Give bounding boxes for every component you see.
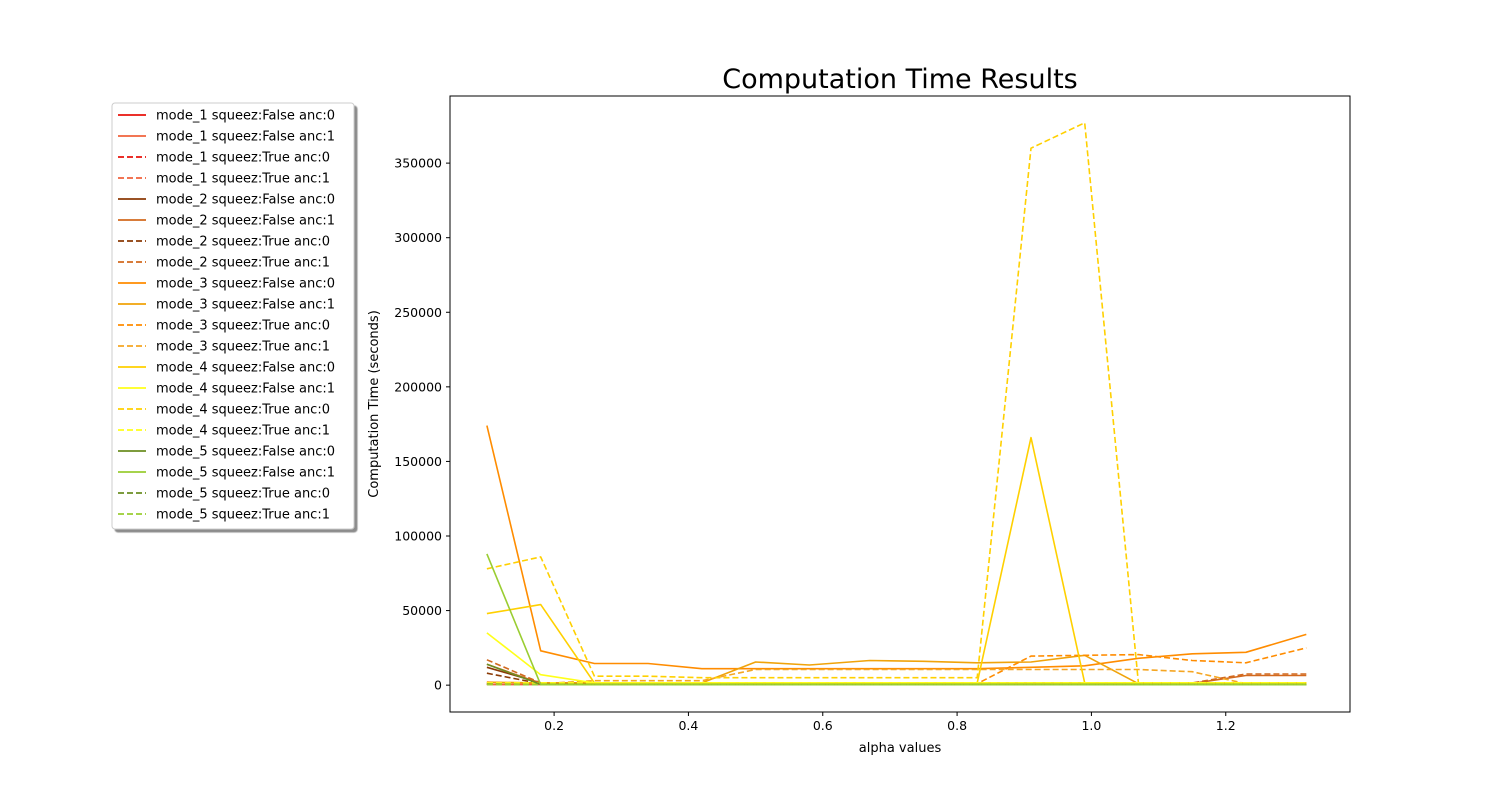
x-tick-label: 1.2 [1216,718,1236,733]
legend-label: mode_2 squeez:False anc:1 [156,214,335,229]
legend-label: mode_1 squeez:True anc:0 [156,151,330,166]
y-axis: 0 50000 100000 150000 200000 250000 300000 3500… [394,156,450,693]
legend-label: mode_5 squeez:False anc:0 [156,445,335,460]
legend-label: mode_3 squeez:True anc:0 [156,319,330,334]
legend-label: mode_5 squeez:False anc:1 [156,466,335,481]
legend-label: mode_4 squeez:True anc:0 [156,403,330,418]
y-tick-label: 150000 [394,454,442,469]
legend-label: mode_3 squeez:False anc:0 [156,277,335,292]
x-tick-label: 0.2 [544,718,564,733]
x-axis: 0.2 0.4 0.6 0.8 1.0 1.2 [544,712,1236,733]
plot-background [450,96,1350,712]
legend: mode_1 squeez:False anc:0 mode_1 squeez:F… [111,102,355,530]
legend-label: mode_4 squeez:True anc:1 [156,424,330,439]
legend-label: mode_4 squeez:False anc:0 [156,361,335,376]
legend-label: mode_1 squeez:True anc:1 [156,172,330,187]
legend-label: mode_2 squeez:True anc:1 [156,256,330,271]
legend-label: mode_5 squeez:True anc:0 [156,487,330,502]
y-tick-label: 100000 [394,529,442,544]
y-tick-label: 0 [434,678,442,693]
legend-box [111,102,355,530]
x-tick-label: 0.4 [678,718,698,733]
legend-items: mode_1 squeez:False anc:0 mode_1 squeez:F… [118,109,335,523]
legend-label: mode_2 squeez:False anc:0 [156,193,335,208]
legend-label: mode_5 squeez:True anc:1 [156,508,330,523]
legend-label: mode_4 squeez:False anc:1 [156,382,335,397]
y-tick-label: 200000 [394,379,442,394]
x-axis-label: alpha values [859,741,942,756]
x-tick-label: 0.8 [947,718,967,733]
x-tick-label: 0.6 [813,718,833,733]
chart-title: Computation Time Results [722,64,1078,95]
y-axis-label: Computation Time (seconds) [367,310,382,498]
legend-label: mode_1 squeez:False anc:0 [156,109,335,124]
y-tick-label: 250000 [394,305,442,320]
series-line [486,668,1307,685]
series-layer [486,122,1307,686]
legend-label: mode_3 squeez:False anc:1 [156,298,335,313]
y-tick-label: 350000 [394,156,442,171]
plot-frame [449,95,1351,713]
legend-label: mode_3 squeez:True anc:1 [156,340,330,355]
y-tick-label: 300000 [394,230,442,245]
legend-label: mode_1 squeez:False anc:1 [156,130,335,145]
y-tick-label: 50000 [402,603,442,618]
x-tick-label: 1.0 [1081,718,1101,733]
plot-area [449,95,1351,713]
legend-label: mode_2 squeez:True anc:0 [156,235,330,250]
